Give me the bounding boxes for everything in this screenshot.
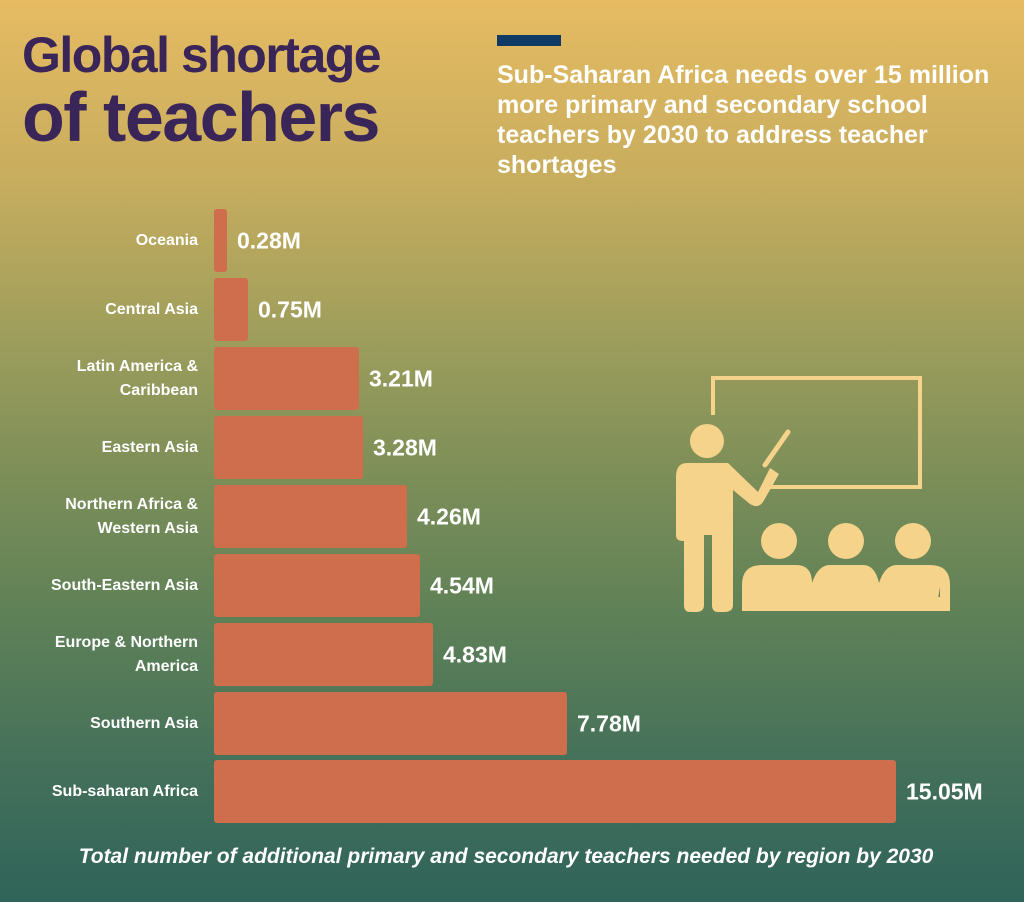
value-label: 3.28M — [373, 434, 437, 460]
bar — [214, 692, 567, 755]
chart-row: Eastern Asia 3.28M — [0, 416, 1024, 479]
region-label: Eastern Asia — [101, 438, 198, 456]
value-label: 3.21M — [369, 365, 433, 391]
chart-row: Latin America & Caribbean 3.21M — [0, 347, 1024, 410]
bar — [214, 209, 227, 272]
region-label: Northern Africa & Western Asia — [65, 495, 198, 537]
region-label: South-Eastern Asia — [51, 576, 198, 594]
chart-row: Southern Asia 7.78M — [0, 692, 1024, 755]
bar — [214, 554, 420, 617]
title-line-2: of teachers — [22, 78, 380, 156]
region-label: Sub-saharan Africa — [51, 782, 198, 800]
bar — [214, 760, 896, 823]
chart-row: Oceania 0.28M — [0, 209, 1024, 272]
title-line-1: Global shortage — [22, 27, 382, 83]
value-label: 4.54M — [430, 572, 494, 598]
value-label: 0.28M — [237, 227, 301, 253]
chart-row: Northern Africa & Western Asia 4.26M — [0, 485, 1024, 548]
chart-caption: Total number of additional primary and s… — [78, 845, 934, 868]
teacher-at-whiteboard-icon — [676, 376, 950, 612]
accent-bar — [497, 35, 561, 46]
region-label: Central Asia — [105, 300, 198, 318]
page-title: Global shortage of teachers — [22, 27, 382, 156]
value-label: 15.05M — [906, 778, 983, 804]
bar — [214, 416, 363, 479]
chart-row: Central Asia 0.75M — [0, 278, 1024, 341]
value-label: 4.83M — [443, 641, 507, 667]
value-label: 4.26M — [417, 503, 481, 529]
chart-row: Sub-saharan Africa 15.05M — [0, 760, 1024, 823]
bar — [214, 347, 359, 410]
chart-row: South-Eastern Asia 4.54M — [0, 554, 1024, 617]
region-label: Oceania — [135, 231, 198, 249]
region-label: Southern Asia — [90, 714, 198, 732]
subtitle: Sub-Saharan Africa needs over 15 million… — [497, 61, 990, 179]
chart-row: Europe & Northern America 4.83M — [0, 623, 1024, 686]
value-label: 0.75M — [258, 296, 322, 322]
bar — [214, 623, 433, 686]
region-label: Latin America & Caribbean — [76, 357, 198, 399]
bar — [214, 278, 248, 341]
region-label: Europe & Northern America — [54, 633, 198, 675]
bar — [214, 485, 407, 548]
value-label: 7.78M — [577, 710, 641, 736]
